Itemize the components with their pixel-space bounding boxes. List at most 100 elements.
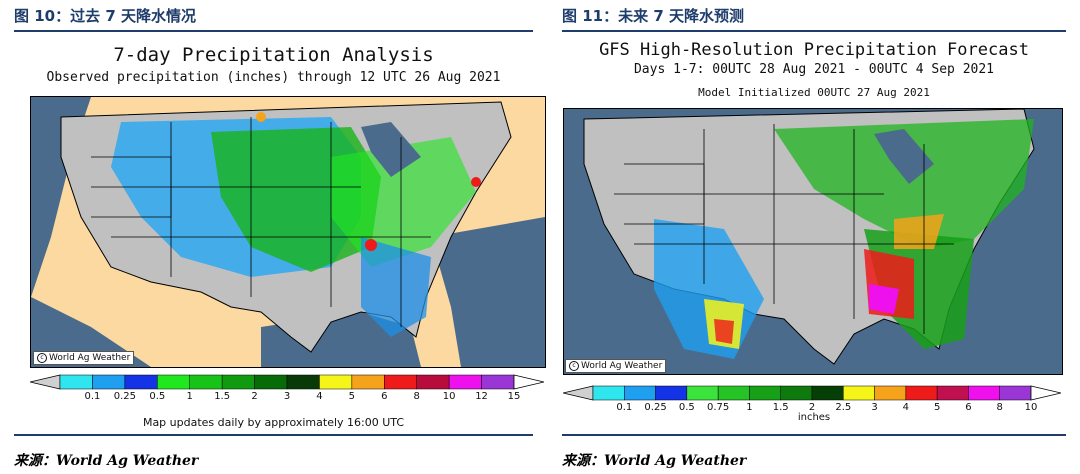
legend-tick-label: 6: [381, 391, 388, 402]
left-credit-text: World Ag Weather: [49, 353, 131, 363]
left-map-canvas: [31, 97, 545, 367]
right-credit: c World Ag Weather: [565, 359, 667, 373]
right-map-panel: GFS High-Resolution Precipitation Foreca…: [562, 36, 1066, 430]
left-caption-rule: [14, 30, 533, 32]
legend-left-arrow: [29, 374, 61, 390]
legend-tick-label: 0.75: [707, 402, 730, 413]
legend-tick-label: 0.25: [113, 391, 136, 402]
legend-swatch: [968, 385, 1000, 401]
legend-swatch: [189, 374, 223, 390]
legend-swatch: [655, 385, 688, 401]
legend-swatch: [221, 374, 255, 390]
right-caption-rule: [562, 30, 1066, 32]
precip-southeast: [361, 237, 431, 337]
legend-swatch: [319, 374, 353, 390]
right-great-lakes: [874, 129, 934, 184]
legend-swatch: [624, 385, 656, 401]
pacific-ocean-south: [31, 297, 151, 367]
legend-swatch: [999, 385, 1032, 401]
legend-swatch: [481, 374, 515, 390]
legend-swatch: [843, 385, 875, 401]
forecast-orange-band: [894, 214, 944, 249]
legend-swatch: [286, 374, 320, 390]
right-precip-map: c World Ag Weather: [563, 108, 1063, 375]
legend-swatch: [592, 385, 625, 401]
pacific-ocean: [31, 97, 91, 297]
left-map-panel: 7-day Precipitation Analysis Observed pr…: [14, 36, 546, 430]
right-state-boundaries: [614, 124, 954, 334]
legend-tick-label: 0.1: [84, 391, 101, 402]
left-bottom-rule: [14, 434, 533, 436]
forecast-north-green: [774, 119, 1034, 249]
legend-swatch: [717, 385, 750, 401]
right-bottom-rule: [562, 434, 1066, 436]
left-legend-bar: [29, 374, 545, 390]
legend-tick-label: 4: [316, 391, 323, 402]
legend-tick-label: 3: [871, 402, 878, 413]
legend-swatch: [905, 385, 938, 401]
legend-tick-label: 2: [251, 391, 258, 402]
legend-swatch: [686, 385, 719, 401]
legend-swatch: [811, 385, 844, 401]
right-source: 来源：World Ag Weather: [562, 453, 747, 469]
legend-left-arrow: [562, 385, 594, 401]
legend-tick-label: 0.25: [644, 402, 667, 413]
legend-swatch: [384, 374, 417, 390]
atlantic-ocean: [431, 217, 545, 367]
right-map-title: GFS High-Resolution Precipitation Foreca…: [599, 40, 1029, 60]
legend-tick-label: 1: [746, 402, 753, 413]
forecast-mexico-red: [714, 319, 734, 344]
legend-swatch: [351, 374, 385, 390]
legend-tick-label: 6: [965, 402, 972, 413]
legend-tick-label: 1.5: [214, 391, 231, 402]
left-map-footer: Map updates daily by approximately 16:00…: [142, 416, 405, 429]
legend-tick-label: 8: [996, 402, 1003, 413]
right-figure-caption: 图 11：未来 7 天降水预测: [562, 7, 744, 25]
right-legend-unit: inches: [797, 412, 831, 423]
legend-right-arrow: [513, 374, 545, 390]
legend-tick-label: 8: [413, 391, 420, 402]
right-credit-text: World Ag Weather: [581, 361, 663, 371]
legend-right-arrow: [1030, 385, 1062, 401]
legend-tick-label: 12: [475, 391, 488, 402]
precip-orange-north: [256, 112, 266, 122]
right-legend: 0.1 0.25 0.5 0.75 1 1.5 2 2.5 3 4 5 6 8 10: [562, 384, 1062, 418]
legend-tick-label: 10: [1024, 402, 1038, 413]
precip-green-east: [331, 137, 476, 267]
legend-swatch: [416, 374, 450, 390]
legend-tick-label: 1.5: [772, 402, 789, 413]
legend-tick-label: 0.5: [149, 391, 166, 402]
left-map-subtitle: Observed precipitation (inches) through …: [46, 70, 501, 85]
left-map-title: 7-day Precipitation Analysis: [113, 44, 434, 66]
legend-tick-label: 2.5: [835, 402, 852, 413]
legend-swatch: [254, 374, 288, 390]
legend-tick-label: 3: [283, 391, 291, 402]
great-lakes: [361, 122, 421, 177]
legend-swatch: [448, 374, 482, 390]
state-boundaries: [91, 117, 431, 327]
legend-swatch: [874, 385, 907, 401]
copyright-icon: c: [37, 352, 47, 363]
legend-tick-label: 15: [507, 391, 521, 402]
right-map-canvas: [564, 109, 1062, 374]
legend-swatch: [936, 385, 969, 401]
legend-swatch: [92, 374, 126, 390]
left-precip-map: c World Ag Weather: [30, 96, 546, 368]
legend-tick-label: 5: [933, 402, 941, 413]
left-credit: c World Ag Weather: [33, 351, 135, 365]
legend-swatch: [780, 385, 813, 401]
precip-max-red: [365, 239, 377, 251]
left-figure-caption: 图 10：过去 7 天降水情况: [14, 7, 196, 25]
forecast-max-magenta: [869, 284, 899, 314]
legend-tick-label: 1: [186, 391, 193, 402]
legend-tick-label: 5: [348, 391, 356, 402]
legend-swatch: [157, 374, 190, 390]
precip-red-northeast: [471, 177, 481, 187]
legend-tick-label: 2: [808, 402, 816, 413]
right-legend-bar: [562, 385, 1062, 401]
right-map-subtitle: Days 1-7: 00UTC 28 Aug 2021 - 00UTC 4 Se…: [633, 62, 995, 77]
legend-tick-label: 4: [902, 402, 910, 413]
legend-tick-label: 0.5: [678, 402, 695, 413]
legend-swatch: [59, 374, 93, 390]
left-source: 来源：World Ag Weather: [14, 453, 199, 469]
